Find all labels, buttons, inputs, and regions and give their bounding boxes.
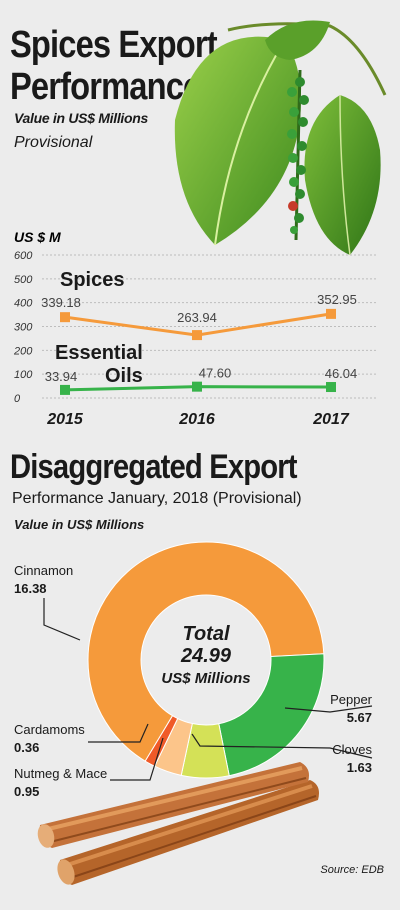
- slice-label: Cinnamon: [14, 563, 73, 578]
- slice-label: Cardamoms: [14, 722, 85, 737]
- section2-title: Disaggregated Export: [10, 448, 298, 486]
- center-label-value: 24.99: [180, 645, 232, 667]
- series-label-essential-oils-line2: Oils: [105, 365, 143, 387]
- x-tick-label: 2017: [312, 411, 350, 428]
- leader-line: [43, 598, 81, 641]
- x-tick-label: 2015: [46, 411, 84, 428]
- series-label-essential-oils-line1: Essential: [55, 342, 143, 364]
- y-tick-label: 200: [13, 345, 33, 357]
- slice-value: 5.67: [347, 710, 372, 725]
- data-label: 352.95: [317, 292, 357, 307]
- slice-label: Nutmeg & Mace: [14, 766, 107, 781]
- data-point: [192, 330, 202, 341]
- data-label: 263.94: [177, 310, 217, 325]
- data-point: [326, 308, 336, 319]
- y-tick-label: 300: [14, 322, 33, 334]
- slice-value: 0.36: [14, 740, 39, 755]
- y-tick-label: 100: [14, 369, 33, 381]
- leader-line: [284, 705, 373, 713]
- data-point: [60, 384, 70, 395]
- slice-value: 0.95: [14, 784, 39, 799]
- data-label: 339.18: [41, 295, 81, 310]
- data-label: 46.04: [325, 366, 358, 381]
- donut-slice: [87, 541, 325, 762]
- slice-label: Cloves: [332, 742, 372, 757]
- data-point: [60, 312, 70, 323]
- data-point: [192, 381, 202, 392]
- y-tick-label: 400: [14, 298, 33, 310]
- section2-subtitle: Performance January, 2018 (Provisional): [12, 490, 302, 507]
- center-label-total: Total: [182, 623, 229, 645]
- x-tick-label: 2016: [178, 411, 215, 428]
- y-axis-title: US $ M: [14, 229, 61, 245]
- y-tick-label: 600: [14, 250, 33, 262]
- y-tick-label: 0: [14, 393, 21, 405]
- slice-value: 1.63: [347, 760, 372, 775]
- slice-value: 16.38: [14, 581, 47, 596]
- leader-line: [88, 723, 149, 743]
- center-label-unit: US$ Millions: [161, 670, 250, 687]
- source-note: Source: EDB: [320, 864, 384, 876]
- provisional-note: Provisional: [14, 134, 93, 151]
- y-tick-label: 500: [14, 274, 33, 286]
- series-label-spices: Spices: [60, 269, 124, 291]
- slice-label: Pepper: [330, 692, 373, 707]
- leader-line: [110, 737, 164, 781]
- leader-line: [191, 733, 373, 759]
- main-title-line2: Performance: [10, 66, 201, 108]
- section2-unit: Value in US$ Millions: [14, 517, 145, 532]
- chart-subtitle: Value in US$ Millions: [14, 110, 148, 126]
- data-label: 47.60: [199, 366, 232, 381]
- data-label: 33.94: [45, 369, 78, 384]
- data-point: [326, 382, 336, 393]
- donut-slice: [218, 653, 325, 777]
